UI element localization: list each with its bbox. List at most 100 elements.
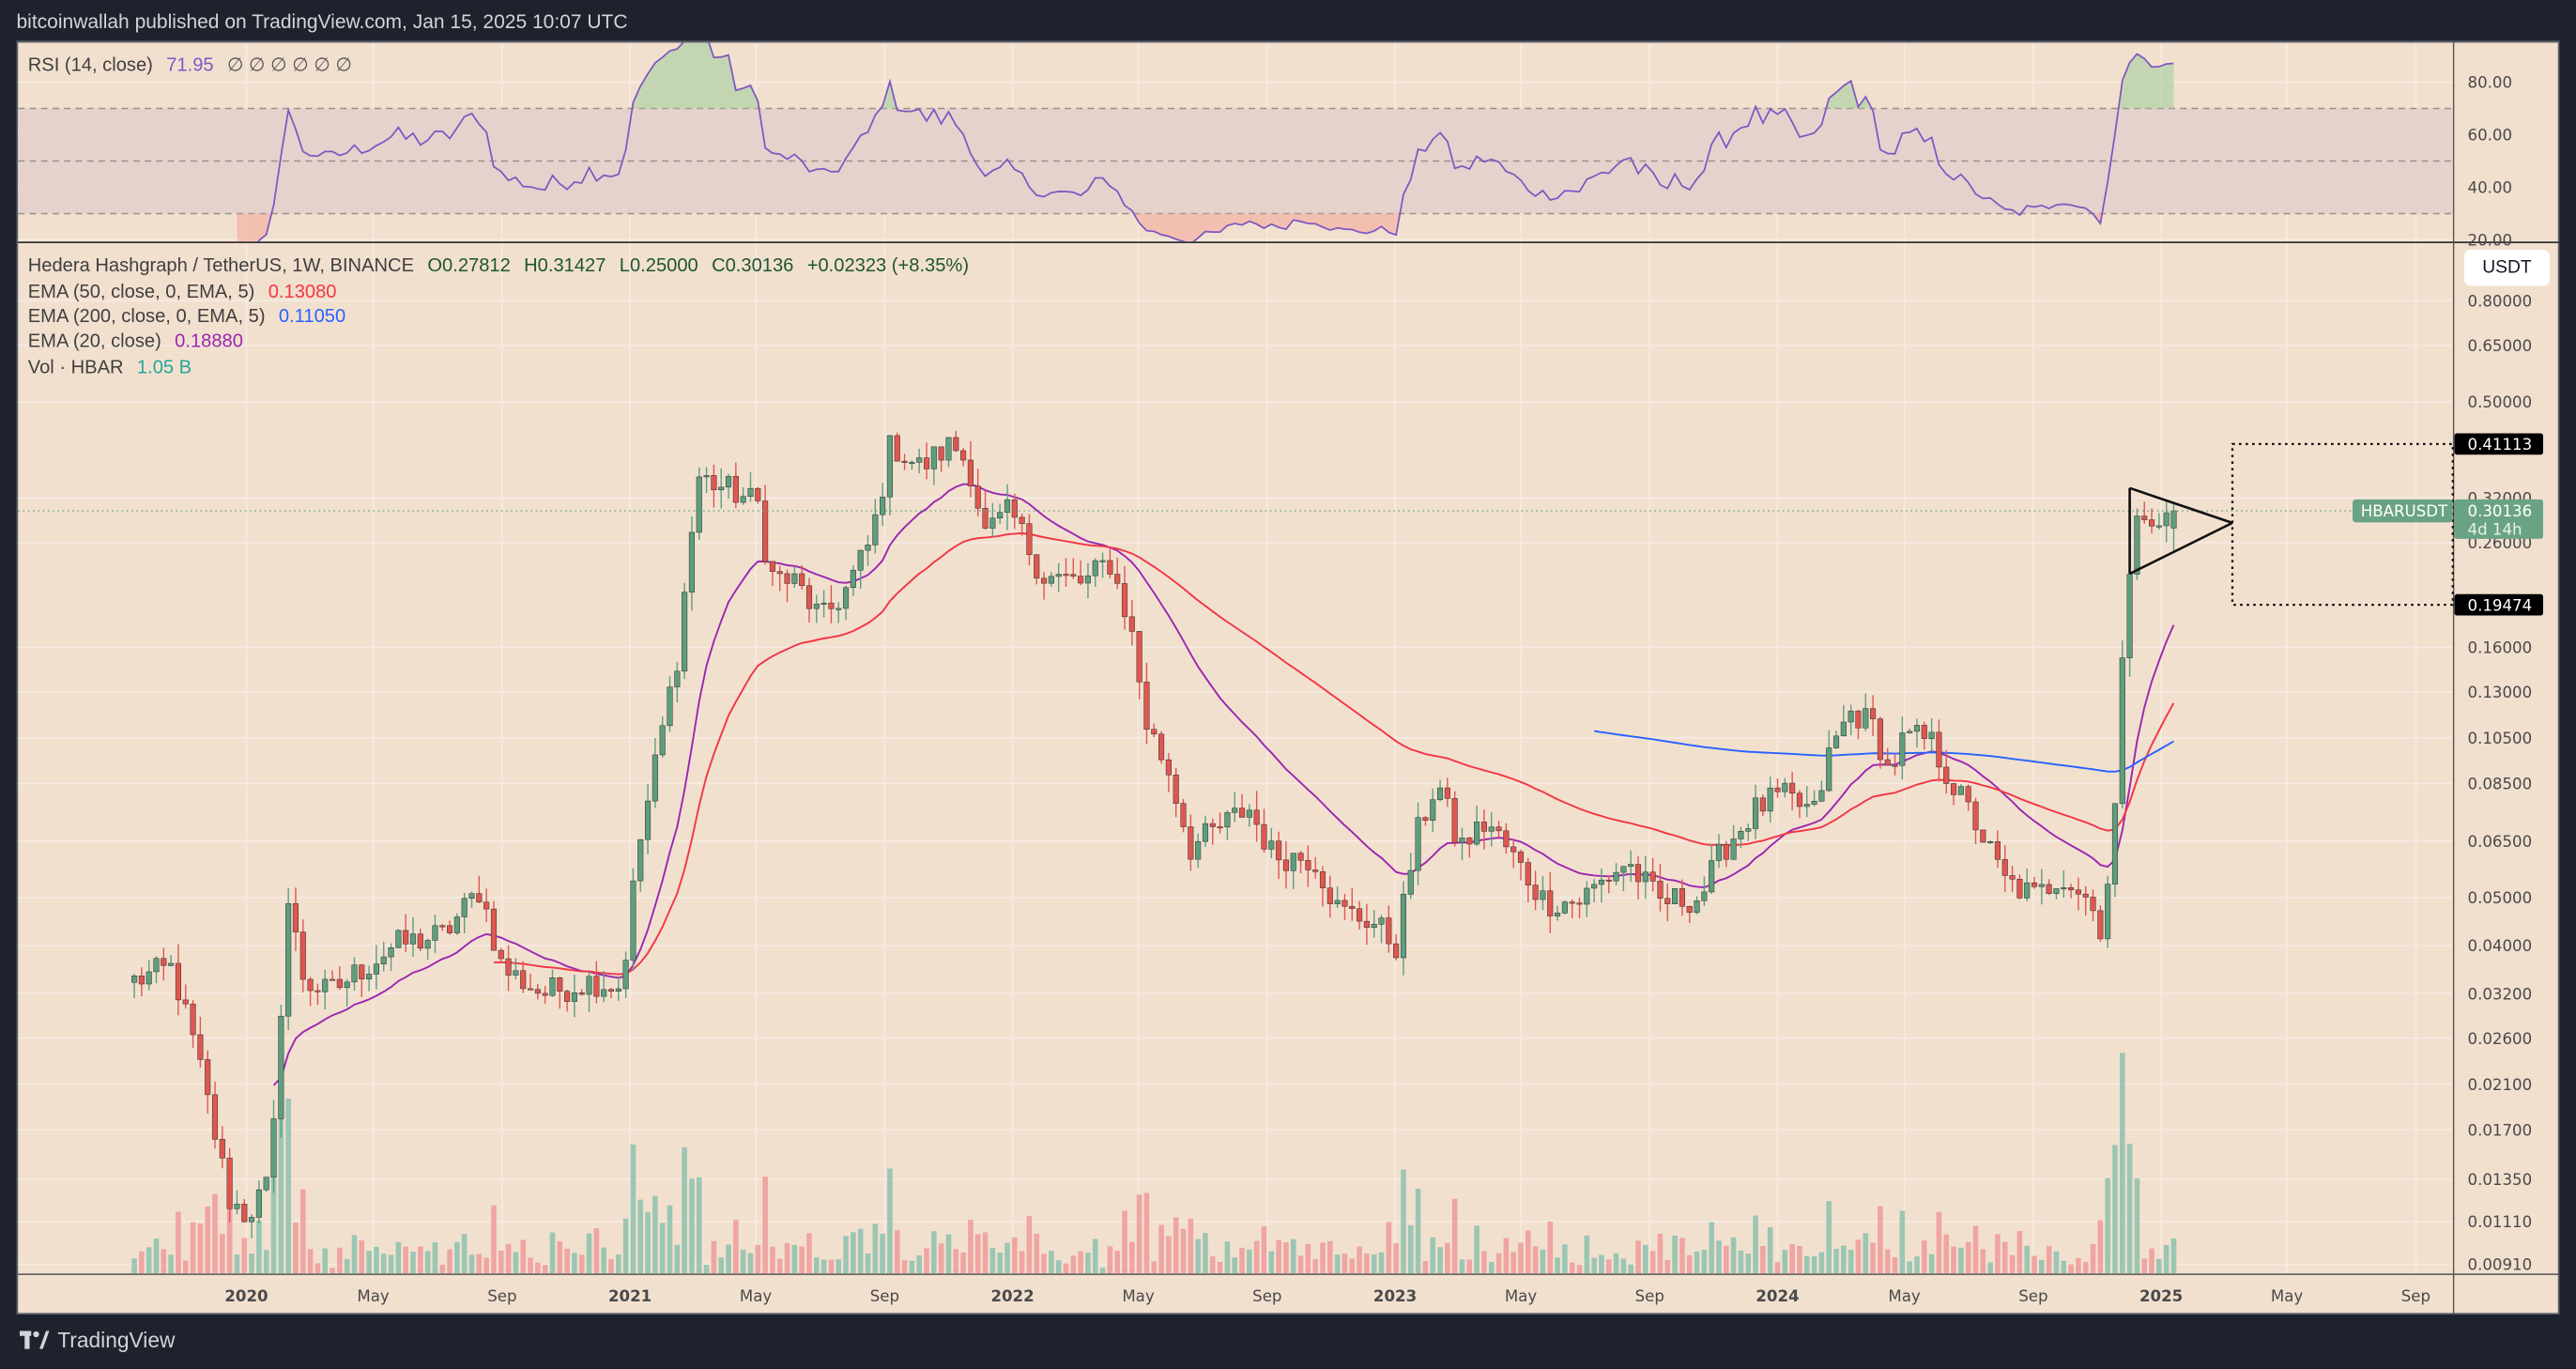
volume-bar xyxy=(1232,1257,1238,1274)
candle xyxy=(1664,883,1671,922)
candle-body xyxy=(205,1059,211,1096)
volume-bar xyxy=(1599,1254,1604,1274)
chart-frame[interactable] xyxy=(16,40,2560,1315)
candle xyxy=(688,516,696,611)
candle-body xyxy=(564,991,571,1002)
volume-bar xyxy=(256,1221,262,1274)
triangle-lower-line xyxy=(2129,521,2233,576)
candle-body xyxy=(1877,718,1883,761)
candle xyxy=(417,929,423,952)
candle xyxy=(1495,821,1502,838)
volume-label: Vol · HBAR xyxy=(27,358,124,378)
candle-body xyxy=(314,990,321,992)
candle-body xyxy=(1745,828,1752,832)
volume-bar xyxy=(505,1243,512,1274)
volume-bar xyxy=(2046,1245,2052,1274)
candle-body xyxy=(703,475,710,478)
candle xyxy=(505,945,512,992)
candle xyxy=(138,967,145,997)
ema50-legend[interactable]: EMA (50, close, 0, EMA, 5) 0.13080 xyxy=(28,283,345,302)
volume-bar xyxy=(1841,1245,1847,1274)
volume-bar xyxy=(1884,1249,1891,1274)
volume-bar xyxy=(395,1241,402,1274)
candle-body xyxy=(1238,808,1246,818)
target-lower-label-text: 0.19474 xyxy=(2468,596,2533,614)
volume-bar xyxy=(1085,1253,1091,1274)
volume-bar xyxy=(1958,1247,1964,1274)
volume-bar xyxy=(2156,1258,2162,1274)
time-tick-label: 2024 xyxy=(1756,1287,1799,1305)
candle xyxy=(601,970,607,1003)
ema200-legend[interactable]: EMA (200, close, 0, EMA, 5) 0.11050 xyxy=(28,307,354,327)
rsi-extra-values: ∅ ∅ ∅ ∅ ∅ ∅ xyxy=(226,55,353,76)
candle xyxy=(667,676,673,732)
candle xyxy=(2016,874,2023,900)
publisher-line: bitcoinwallah published on TradingView.c… xyxy=(16,9,628,34)
volume-bar xyxy=(1070,1255,1077,1274)
symbol-tag-text: HBARUSDT xyxy=(2361,502,2448,520)
candle-body xyxy=(395,930,402,948)
candle-body xyxy=(1767,787,1773,812)
volume-bar xyxy=(1921,1240,1927,1274)
candle-body xyxy=(490,908,498,951)
price-tick-label: 0.65000 xyxy=(2468,337,2533,355)
candle xyxy=(557,977,563,1009)
candle xyxy=(1628,850,1634,883)
candle-body xyxy=(1180,803,1187,827)
price-tick-label: 0.13000 xyxy=(2468,684,2533,701)
candle xyxy=(498,947,504,963)
candle xyxy=(593,961,600,1004)
volume-bar xyxy=(176,1211,181,1274)
volume-bar xyxy=(468,1254,475,1274)
candle-body xyxy=(1701,891,1708,901)
candle-body xyxy=(234,1204,240,1209)
symbol-title[interactable]: Hedera Hashgraph / TetherUS, 1W, BINANCE xyxy=(27,256,415,276)
candle-body xyxy=(1723,843,1729,860)
candle-body xyxy=(1026,523,1033,556)
volume-bar xyxy=(974,1234,981,1274)
candle-body xyxy=(1503,830,1510,848)
candle xyxy=(1723,840,1729,868)
candle-body xyxy=(622,960,629,990)
candle xyxy=(1305,845,1311,887)
volume-bar xyxy=(205,1206,210,1274)
candle-body xyxy=(1759,797,1766,812)
candle xyxy=(1848,704,1854,735)
candle xyxy=(1561,900,1568,915)
volume-bar xyxy=(1415,1189,1421,1274)
candle xyxy=(461,892,468,933)
candle-body xyxy=(2061,887,2067,890)
volume-bar xyxy=(1540,1249,1546,1274)
candle xyxy=(1114,557,1121,590)
candle-body xyxy=(1591,884,1598,889)
candle-body xyxy=(1657,881,1664,899)
price-tick-label: 0.06500 xyxy=(2468,833,2533,851)
candle-body xyxy=(1907,731,1913,733)
candle-body xyxy=(1143,682,1150,730)
volume-legend[interactable]: Vol · HBAR 1.05 B xyxy=(28,359,200,378)
volume-bar xyxy=(572,1253,577,1274)
volume-bar xyxy=(997,1253,1003,1274)
candle xyxy=(1342,893,1348,920)
tradingview-brand[interactable]: TradingView xyxy=(20,1328,175,1352)
candle-body xyxy=(2038,884,2045,887)
currency-button[interactable]: USDT xyxy=(2464,250,2550,286)
volume-bar xyxy=(989,1247,996,1274)
candle-body xyxy=(2148,519,2155,527)
candle-body xyxy=(1349,905,1356,909)
volume-bar xyxy=(1173,1217,1179,1274)
candle xyxy=(1357,900,1363,930)
candle xyxy=(2134,508,2140,580)
candle xyxy=(1921,721,1927,750)
candle-body xyxy=(1855,710,1862,729)
time-tick-label: 2020 xyxy=(224,1287,268,1305)
ema20-legend[interactable]: EMA (20, close) 0.18880 xyxy=(28,332,252,352)
candle xyxy=(483,888,490,923)
candle-body xyxy=(2082,893,2089,898)
volume-bar xyxy=(726,1244,731,1274)
volume-bar xyxy=(1943,1234,1950,1274)
volume-bar xyxy=(1774,1262,1781,1274)
volume-bar xyxy=(887,1168,893,1274)
candle xyxy=(909,460,915,470)
